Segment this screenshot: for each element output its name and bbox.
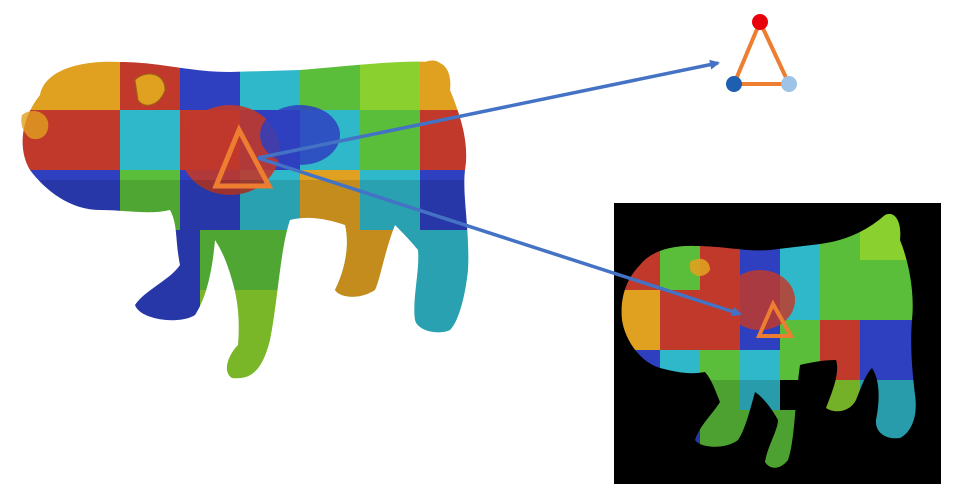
marker-triangle-image bbox=[755, 299, 795, 338]
abstract-triangle bbox=[726, 14, 797, 92]
abstract-triangle-edges bbox=[730, 17, 793, 86]
arrow-to-rendered-image bbox=[257, 156, 742, 317]
arrow-to-abstract-triangle bbox=[257, 59, 720, 160]
rendered-image-panel bbox=[614, 203, 941, 484]
vertex-left bbox=[726, 76, 742, 92]
marker-triangle-3d bbox=[212, 124, 274, 189]
dog-model-3d bbox=[21, 60, 469, 379]
vertex-right bbox=[781, 76, 797, 92]
vertex-top bbox=[752, 14, 768, 30]
